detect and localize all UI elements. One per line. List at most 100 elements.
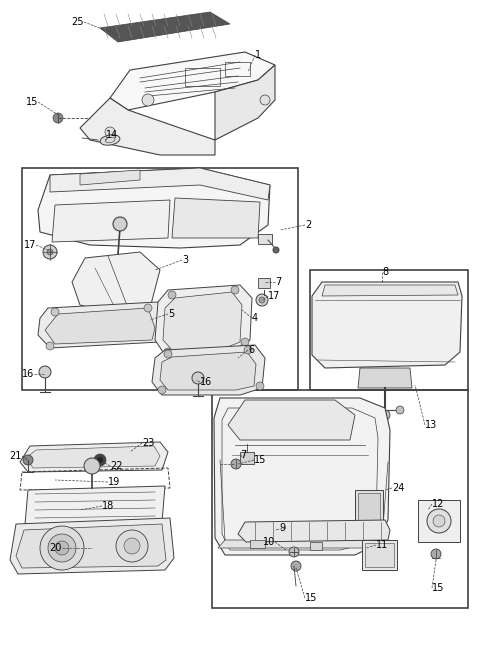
- Circle shape: [113, 217, 127, 231]
- Polygon shape: [38, 168, 270, 248]
- Circle shape: [55, 541, 69, 555]
- Text: 12: 12: [432, 499, 444, 509]
- Polygon shape: [45, 308, 155, 344]
- Text: 2: 2: [305, 220, 311, 230]
- Text: 24: 24: [392, 483, 404, 493]
- Bar: [258, 234, 272, 244]
- Circle shape: [380, 410, 390, 420]
- Polygon shape: [50, 168, 270, 200]
- Text: 9: 9: [280, 523, 286, 533]
- Circle shape: [241, 338, 249, 346]
- Polygon shape: [214, 398, 390, 555]
- Polygon shape: [26, 446, 160, 468]
- Bar: [362, 540, 397, 570]
- Text: 14: 14: [106, 130, 118, 140]
- Polygon shape: [155, 285, 252, 355]
- Circle shape: [433, 515, 445, 527]
- Circle shape: [47, 249, 53, 255]
- Text: 8: 8: [382, 267, 388, 277]
- Circle shape: [289, 547, 299, 557]
- Polygon shape: [80, 170, 140, 185]
- Polygon shape: [152, 345, 265, 395]
- Text: 15: 15: [25, 97, 38, 107]
- Bar: [225, 62, 250, 76]
- Polygon shape: [218, 540, 382, 548]
- Circle shape: [260, 95, 270, 105]
- Bar: [355, 490, 383, 530]
- Polygon shape: [228, 400, 355, 440]
- Text: 11: 11: [376, 540, 388, 550]
- Text: 4: 4: [252, 313, 258, 323]
- Circle shape: [39, 366, 51, 378]
- Circle shape: [192, 372, 204, 384]
- Circle shape: [256, 294, 268, 306]
- Circle shape: [46, 342, 54, 350]
- Polygon shape: [163, 292, 242, 350]
- Bar: [185, 68, 220, 86]
- Circle shape: [291, 561, 301, 571]
- Text: 7: 7: [240, 450, 246, 460]
- Text: 13: 13: [425, 420, 437, 430]
- Polygon shape: [38, 302, 165, 348]
- Text: 22: 22: [110, 461, 122, 471]
- Polygon shape: [160, 352, 256, 390]
- Circle shape: [244, 346, 252, 354]
- Bar: [250, 540, 265, 548]
- Circle shape: [40, 526, 84, 570]
- Polygon shape: [172, 198, 260, 238]
- Polygon shape: [20, 442, 168, 472]
- Circle shape: [259, 297, 265, 303]
- Text: 16: 16: [200, 377, 212, 387]
- Circle shape: [256, 382, 264, 390]
- Bar: [22, 168, 298, 390]
- Bar: [240, 452, 254, 464]
- Bar: [358, 493, 380, 527]
- Circle shape: [273, 247, 279, 253]
- Polygon shape: [238, 520, 390, 542]
- Circle shape: [124, 538, 140, 554]
- Circle shape: [366, 406, 374, 414]
- Circle shape: [105, 127, 115, 137]
- Circle shape: [431, 549, 441, 559]
- Text: 25: 25: [72, 17, 84, 27]
- Circle shape: [231, 286, 239, 294]
- Polygon shape: [16, 524, 166, 568]
- Text: 19: 19: [108, 477, 120, 487]
- Text: 18: 18: [102, 501, 114, 511]
- Circle shape: [97, 457, 103, 463]
- Polygon shape: [100, 12, 230, 42]
- Text: 5: 5: [168, 309, 174, 319]
- Text: 23: 23: [142, 438, 155, 448]
- Polygon shape: [80, 98, 215, 155]
- Bar: [418, 500, 460, 542]
- Bar: [258, 278, 270, 288]
- Text: 15: 15: [305, 593, 317, 603]
- Circle shape: [164, 348, 172, 356]
- Text: 6: 6: [248, 345, 254, 355]
- Text: 15: 15: [254, 455, 266, 465]
- Text: 1: 1: [255, 50, 261, 60]
- Ellipse shape: [100, 135, 120, 145]
- Polygon shape: [215, 65, 275, 140]
- Circle shape: [168, 291, 176, 299]
- Circle shape: [158, 386, 166, 394]
- Text: 17: 17: [24, 240, 36, 250]
- Bar: [212, 390, 468, 608]
- Bar: [310, 542, 322, 550]
- Circle shape: [158, 331, 166, 339]
- Circle shape: [84, 458, 100, 474]
- Polygon shape: [10, 518, 174, 574]
- Polygon shape: [322, 285, 458, 296]
- Text: 3: 3: [182, 255, 188, 265]
- Circle shape: [142, 94, 154, 106]
- Circle shape: [164, 350, 172, 358]
- Bar: [310, 270, 468, 390]
- Polygon shape: [312, 282, 462, 368]
- Circle shape: [144, 304, 152, 312]
- Bar: [370, 540, 385, 548]
- Bar: [365, 543, 394, 567]
- Text: 17: 17: [268, 291, 280, 301]
- Circle shape: [427, 509, 451, 533]
- Text: 21: 21: [10, 451, 22, 461]
- Circle shape: [94, 454, 106, 466]
